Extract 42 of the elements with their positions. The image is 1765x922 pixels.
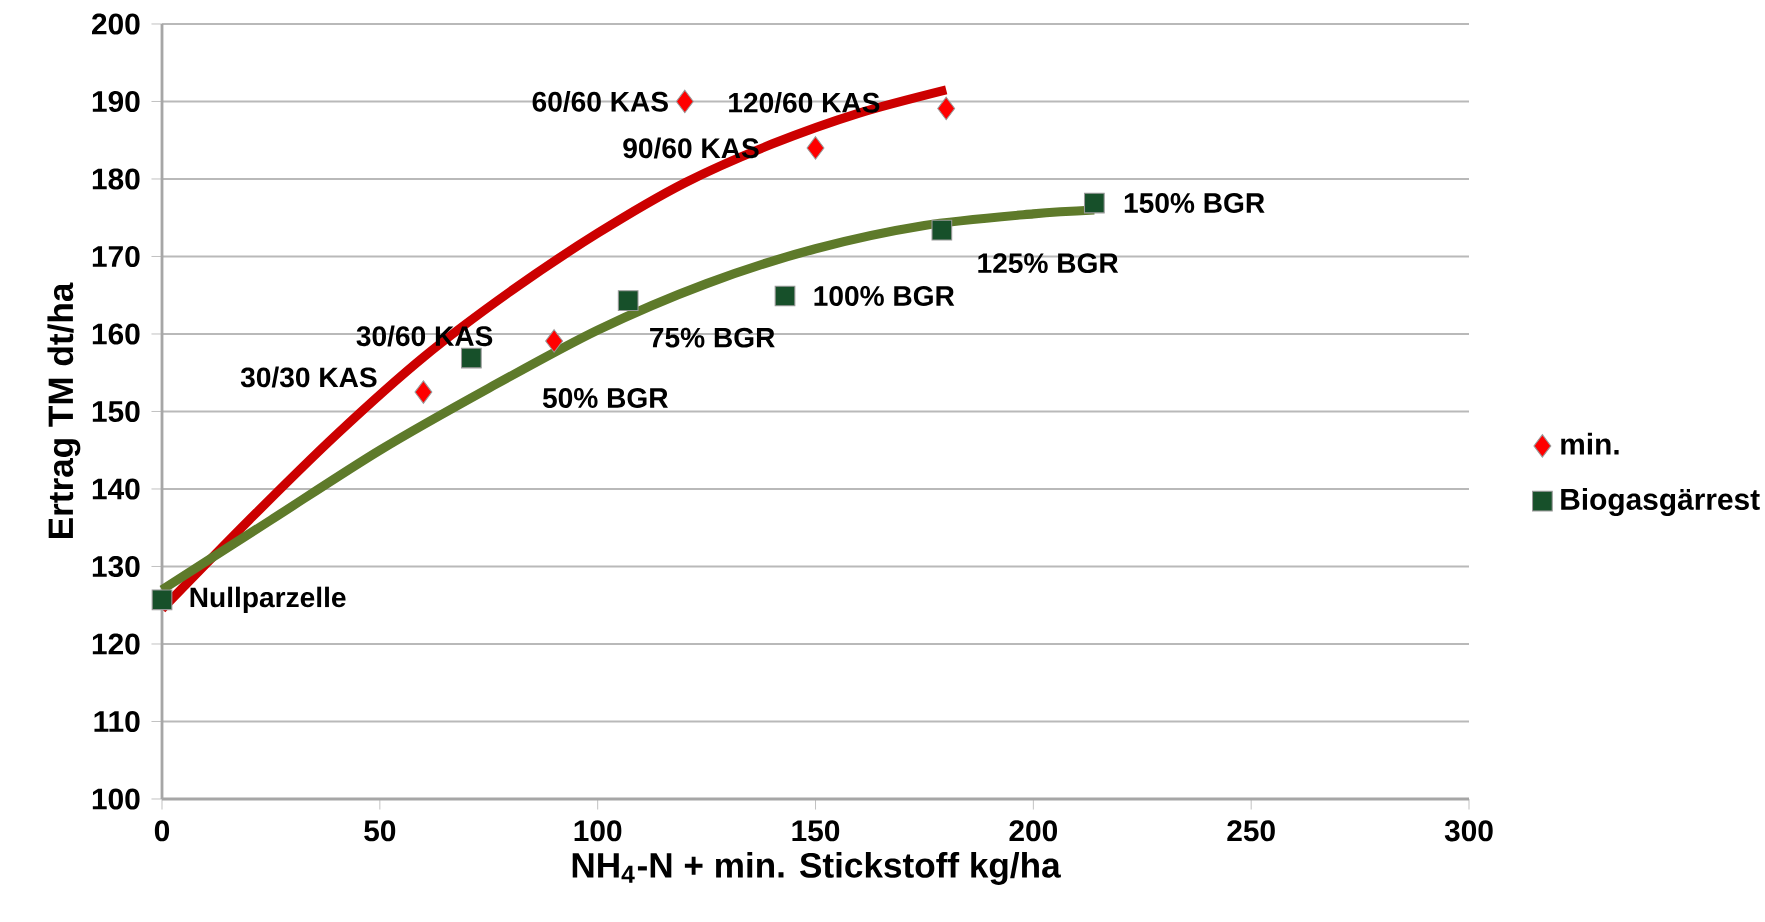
point (1083, 192, 1105, 214)
y-tick-label: 160 (92, 323, 140, 345)
point (460, 347, 482, 369)
annotation: 120/60 KAS (729, 91, 880, 113)
y-tick-label: 170 (92, 245, 140, 268)
annotation: 60/60 KAS (532, 90, 668, 112)
point (806, 136, 825, 160)
y-tick-label: 200 (92, 13, 140, 35)
point (774, 285, 796, 307)
y-axis-title: Ertrag TM dt/ha (47, 282, 81, 538)
y-tick-label: 110 (94, 710, 140, 733)
x-tick-label: 150 (792, 820, 840, 842)
annotation: 50% BGR (542, 388, 668, 408)
annotation: 30/30 KAS (240, 366, 377, 388)
point (937, 96, 956, 121)
y-tick-label: 150 (92, 400, 140, 423)
annotation: 125% BGR (978, 253, 1119, 274)
x-tick-label: 50 (364, 820, 396, 842)
y-tick-label: 100 (92, 788, 140, 810)
annotation: Nullparzelle (190, 586, 346, 613)
y-tick-label: 130 (92, 555, 140, 578)
x-axis-title: NH$_{4}$-N + min. Stickstoff kg/ha (572, 852, 1061, 885)
annotation: 75% BGR (650, 327, 775, 348)
point (675, 89, 694, 114)
y-tick-label: 140 (92, 478, 140, 500)
x-tick-label: 200 (1009, 820, 1058, 842)
annotation: 150% BGR (1124, 193, 1265, 213)
point (545, 329, 564, 353)
x-tick-label: 0 (154, 820, 170, 842)
point (931, 219, 953, 241)
x-tick-label: 300 (1444, 820, 1493, 842)
y-tick-label: 190 (92, 90, 140, 113)
x-tick-label: 250 (1227, 820, 1275, 842)
x-tick-label: 100 (574, 820, 622, 842)
point (414, 380, 433, 404)
legend-label: Biogasgärrest (1561, 488, 1760, 516)
annotation: 100% BGR (814, 286, 955, 306)
y-tick-label: 120 (92, 633, 140, 655)
legend-label: min. (1561, 432, 1619, 455)
y-tick-label: 180 (92, 168, 140, 190)
point (617, 290, 639, 312)
point (151, 589, 173, 611)
